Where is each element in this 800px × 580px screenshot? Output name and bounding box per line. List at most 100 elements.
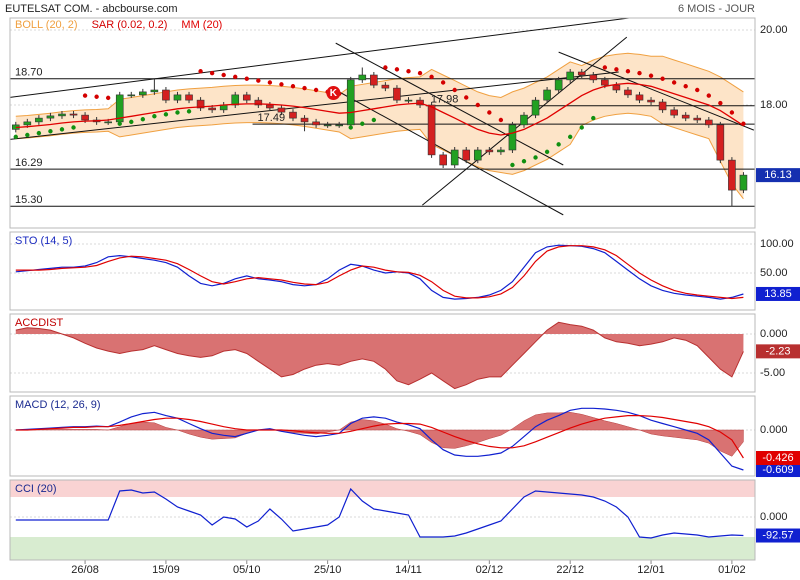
trendline (10, 18, 630, 98)
sar-dot (695, 87, 700, 93)
last-value-box (756, 463, 800, 478)
marker (326, 86, 341, 100)
series-line (15, 487, 744, 539)
sar-dot (13, 134, 18, 140)
series-line (15, 415, 744, 459)
sar-dot (683, 84, 688, 89)
candle-body (624, 89, 632, 96)
last-value-label: -0.609 (762, 464, 793, 476)
sar-dot (602, 65, 608, 70)
y-tick-label: 100.00 (760, 238, 794, 250)
candle-body (150, 89, 159, 93)
level-label: 17.98 (431, 94, 459, 106)
candle-body (127, 94, 136, 97)
series-line (15, 407, 744, 471)
y-tick-label: -5.00 (760, 367, 785, 379)
candle-body (81, 114, 89, 121)
sar-dot (533, 155, 538, 160)
panel-frame (9, 231, 756, 311)
candle-body (566, 71, 574, 81)
sar-dot (129, 119, 134, 125)
sar-dot (140, 117, 146, 122)
zone (10, 480, 755, 497)
panel (10, 18, 755, 216)
sar-dot (348, 125, 353, 130)
last-value-label: 16.13 (764, 169, 792, 181)
sar-dot (706, 93, 711, 98)
sar-dot (302, 85, 307, 91)
sar-dot (198, 69, 203, 74)
candle-body (196, 99, 205, 109)
sar-dot (394, 67, 400, 72)
candle-body (520, 114, 528, 126)
sar-dot (729, 110, 735, 115)
histogram (15, 412, 744, 457)
chart-subtitle: 6 MOIS - JOUR (678, 3, 755, 15)
sar-dot (221, 72, 226, 78)
candle-body (427, 104, 436, 156)
candle-body (704, 119, 713, 126)
sar-dot (429, 74, 434, 80)
level-label: 17.49 (258, 112, 286, 124)
trendline (335, 89, 564, 216)
sar-dot (267, 80, 273, 85)
sar-dot (25, 132, 30, 138)
candle-body (162, 89, 170, 101)
candle-body (473, 149, 482, 161)
x-tick-label: 25/10 (314, 564, 342, 576)
sar-dot (209, 70, 215, 76)
sar-dot (417, 70, 423, 76)
sar-dot (279, 82, 284, 87)
sar-dot (313, 87, 319, 93)
x-tick-label: 12/01 (637, 564, 665, 576)
sar-dot (94, 94, 99, 99)
candle-body (104, 121, 112, 124)
sar-dot (59, 127, 65, 132)
marker-label: K (330, 88, 338, 99)
panel-frame (9, 313, 756, 393)
y-tick-label: 18.00 (760, 99, 788, 111)
area (15, 322, 744, 389)
candle-body (185, 94, 193, 101)
candle-body (35, 117, 43, 123)
sar-dot (579, 125, 584, 130)
candle-body (531, 99, 540, 116)
level-label: 15.30 (15, 194, 43, 206)
sar-dot (625, 69, 631, 74)
candle-body (277, 107, 286, 113)
candle-body (46, 115, 55, 119)
trendline (10, 71, 619, 140)
x-tick-label: 22/12 (556, 564, 584, 576)
panel (10, 321, 755, 390)
sar-dot (544, 149, 550, 155)
chart-title: EUTELSAT COM. - abcbourse.com (5, 3, 178, 15)
candle-body (589, 74, 598, 81)
panel-title: STO (14, 5) (15, 235, 72, 247)
candle-body (658, 101, 667, 111)
sar-dot (440, 80, 446, 85)
sar-dot (591, 115, 596, 121)
area-line (15, 321, 744, 390)
last-value-label: -92.57 (762, 529, 793, 541)
bollinger-band (15, 53, 744, 199)
candle-body (69, 113, 78, 116)
y-tick-label: 50.00 (760, 267, 788, 279)
last-value-box (756, 344, 800, 359)
sar-dot (163, 112, 169, 117)
sar-dot (475, 102, 480, 108)
candle-body (393, 87, 401, 101)
x-tick-label: 26/08 (71, 564, 99, 576)
sar-dot (510, 162, 515, 168)
series-line (15, 245, 744, 300)
sar-dot (152, 114, 157, 119)
candle-body (716, 124, 725, 161)
panel-title: ACCDIST (15, 317, 64, 329)
candle-body (312, 121, 320, 126)
x-tick-label: 01/02 (718, 564, 746, 576)
sar-dot (244, 76, 249, 81)
candle-body (173, 94, 182, 101)
candle-body (485, 149, 494, 153)
sar-dot (671, 80, 677, 85)
sar-dot (718, 100, 723, 106)
